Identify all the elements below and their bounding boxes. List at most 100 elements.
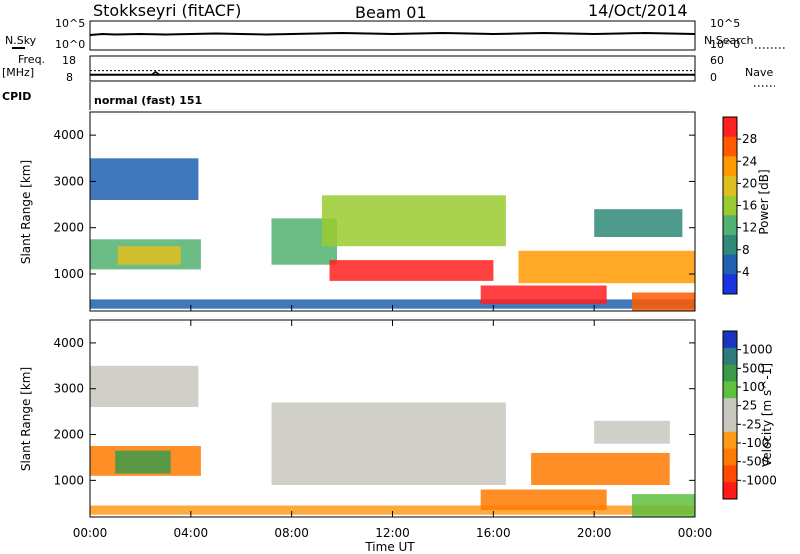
date-title: 14/Oct/2014 xyxy=(588,1,688,20)
noise-left-tick-top: 10^5 xyxy=(55,17,85,30)
cpid-value: normal (fast) 151 xyxy=(94,94,202,107)
power-colorbar-tick-label: 12 xyxy=(742,221,757,235)
power-y-label: Slant Range [km] xyxy=(19,160,33,264)
velocity-colorbar-swatch-9 xyxy=(723,482,737,500)
nave-label: Nave xyxy=(745,66,773,79)
velocity-colorbar-label: Velocity [m s^-1] xyxy=(760,363,774,467)
velocity-colorbar-swatch-2 xyxy=(723,364,737,382)
velocity-colorbar-swatch-6 xyxy=(723,431,737,450)
power-ytick-label: 4000 xyxy=(53,128,84,142)
power-colorbar-swatch-0 xyxy=(723,117,737,138)
velocity-region-7 xyxy=(594,420,670,444)
velocity-region-2 xyxy=(115,450,171,474)
velocity-ytick-label: 2000 xyxy=(53,428,84,442)
time-tick-label: 04:00 xyxy=(174,526,209,540)
time-tick-label: 16:00 xyxy=(476,526,511,540)
velocity-y-label: Slant Range [km] xyxy=(19,367,33,471)
velocity-colorbar-tick-label: -25 xyxy=(742,417,762,431)
time-tick-label: 00:00 xyxy=(73,526,108,540)
velocity-colorbar-tick-label: -500 xyxy=(742,455,769,469)
noise-left-tick-bottom: 10^0 xyxy=(55,38,85,51)
velocity-ytick-label: 1000 xyxy=(53,473,84,487)
power-region-6 xyxy=(329,260,494,281)
velocity-colorbar-tick-label: -1000 xyxy=(742,473,777,487)
nsearch-label: N.Search xyxy=(704,34,754,47)
velocity-data xyxy=(90,365,695,517)
beam-title: Beam 01 xyxy=(355,3,427,22)
power-colorbar-tick-label: 28 xyxy=(742,132,757,146)
freq-notch xyxy=(151,70,160,76)
power-ytick-label: 2000 xyxy=(53,221,84,235)
power-colorbar-swatch-2 xyxy=(723,156,737,177)
cpid-label: CPID xyxy=(2,90,31,103)
noise-panel-frame xyxy=(89,20,696,51)
nsky-label: N.Sky xyxy=(5,34,37,47)
power-region-10 xyxy=(632,292,695,311)
time-tick-label: 20:00 xyxy=(577,526,612,540)
time-x-label: Time UT xyxy=(364,540,415,554)
nsky-series-line xyxy=(89,31,696,36)
power-y-axis: 1000 2000 3000 4000 xyxy=(53,128,695,281)
velocity-region-5 xyxy=(480,489,607,511)
velocity-colorbar-tick-label: -100 xyxy=(742,436,769,450)
velocity-region-3 xyxy=(90,505,695,515)
velocity-colorbar-swatch-0 xyxy=(723,331,737,349)
velocity-colorbar-tick-label: 100 xyxy=(742,380,765,394)
power-colorbar-swatch-4 xyxy=(723,195,737,216)
power-ytick-label: 1000 xyxy=(53,267,84,281)
noise-right-tick-top: 10^5 xyxy=(710,17,740,30)
power-colorbar-label: Power [dB] xyxy=(757,169,771,234)
freq-lines xyxy=(90,70,695,76)
mhz-label: [MHz] xyxy=(2,66,34,79)
station-title: Stokkseyri (fitACF) xyxy=(93,1,241,20)
time-tick-label: 12:00 xyxy=(375,526,410,540)
power-colorbar-tick-label: 8 xyxy=(742,243,750,257)
time-tick-label: 08:00 xyxy=(274,526,309,540)
power-colorbar-tick-label: 20 xyxy=(742,176,757,190)
freq-right-tick-top: 60 xyxy=(710,54,724,67)
power-colorbar-tick-label: 24 xyxy=(742,154,757,168)
velocity-ytick-label: 3000 xyxy=(53,382,84,396)
noise-right-tick-bottom: 10^0 xyxy=(710,38,740,51)
velocity-y-axis: 1000 2000 3000 4000 xyxy=(53,336,695,487)
power-region-8 xyxy=(518,250,695,284)
freq-right-tick-bottom: 0 xyxy=(710,71,717,84)
velocity-colorbar-swatch-4 xyxy=(723,398,737,416)
frequency-panel-frame xyxy=(89,55,696,82)
velocity-region-4 xyxy=(271,402,506,485)
power-colorbar-swatch-3 xyxy=(723,176,737,197)
velocity-region-8 xyxy=(632,494,695,517)
power-colorbar-tick-label: 4 xyxy=(742,265,750,279)
power-region-7 xyxy=(480,285,607,304)
power-colorbar-swatch-6 xyxy=(723,235,737,256)
power-region-9 xyxy=(594,209,683,237)
freq-left-tick-top: 18 xyxy=(62,54,76,67)
time-x-axis: 00:00 04:00 08:00 12:00 16:00 20:00 00:00 xyxy=(73,305,713,540)
time-tick-label: 00:00 xyxy=(678,526,713,540)
velocity-ytick-label: 4000 xyxy=(53,336,84,350)
velocity-colorbar-swatch-3 xyxy=(723,381,737,399)
power-region-2 xyxy=(117,246,181,265)
velocity-region-6 xyxy=(531,452,670,485)
power-colorbar-swatch-7 xyxy=(723,254,737,275)
power-colorbar-swatch-5 xyxy=(723,215,737,236)
velocity-region-0 xyxy=(90,365,199,407)
velocity-colorbar: 1000 500 100 25 -25 -100 -500 -1000 xyxy=(722,330,777,500)
power-region-0 xyxy=(90,158,199,200)
velocity-colorbar-swatch-7 xyxy=(723,448,737,466)
freq-left-tick-bottom: 8 xyxy=(66,71,73,84)
velocity-colorbar-swatch-5 xyxy=(723,415,737,433)
power-region-5 xyxy=(321,195,506,247)
power-region-3 xyxy=(90,299,695,309)
noise-lines xyxy=(89,31,696,36)
freq-label: Freq. xyxy=(18,53,45,66)
velocity-colorbar-swatch-8 xyxy=(723,465,737,483)
power-colorbar-tick-label: 16 xyxy=(742,199,757,213)
power-colorbar-swatch-1 xyxy=(723,136,737,157)
power-colorbar: 28 24 20 16 12 8 4 xyxy=(722,116,757,295)
power-colorbar-swatch-8 xyxy=(723,274,737,295)
velocity-colorbar-tick-label: 500 xyxy=(742,361,765,375)
velocity-colorbar-swatch-1 xyxy=(723,347,737,366)
power-data xyxy=(90,158,695,311)
